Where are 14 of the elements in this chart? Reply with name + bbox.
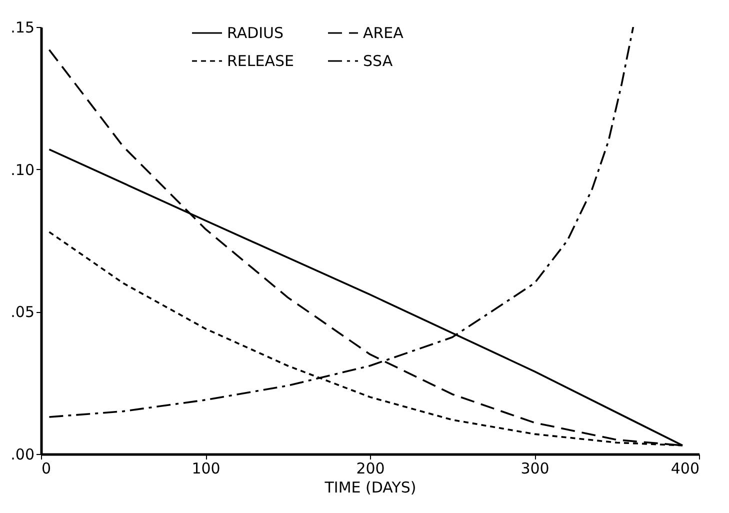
y-tick-label: .00 <box>10 446 34 464</box>
x-axis-title: TIME (DAYS) <box>324 478 416 496</box>
legend-label: RELEASE <box>227 52 294 70</box>
legend-label: SSA <box>363 52 394 70</box>
x-tick-label: 400 <box>670 460 700 478</box>
y-tick-label: .15 <box>10 18 34 36</box>
x-tick-label: 0 <box>42 460 52 478</box>
x-tick-label: 100 <box>192 460 220 478</box>
x-tick-label: 300 <box>520 460 550 478</box>
legend-label: AREA <box>363 24 404 42</box>
legend-label: RADIUS <box>227 24 284 42</box>
y-tick-label: .10 <box>10 160 34 179</box>
x-tick-label: 200 <box>356 460 385 478</box>
y-tick-label: .05 <box>10 303 34 322</box>
